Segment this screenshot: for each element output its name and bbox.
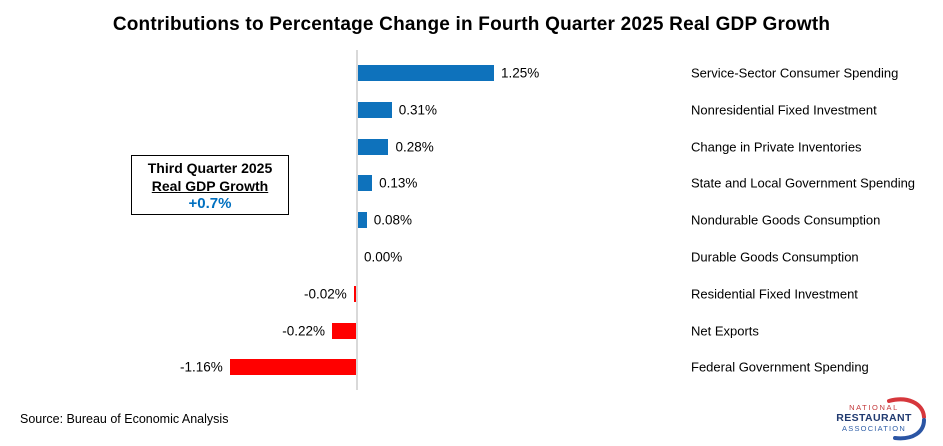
category-label: Nondurable Goods Consumption	[691, 212, 881, 228]
category-label: State and Local Government Spending	[691, 175, 916, 191]
logo-blue-swoosh-icon	[893, 418, 926, 441]
category-label: Service-Sector Consumer Spending	[691, 65, 899, 81]
logo-national-text: NATIONAL	[849, 403, 899, 412]
zero-axis-line	[356, 50, 358, 390]
value-label: 0.00%	[364, 249, 403, 265]
annotation-line1: Third Quarter 2025	[147, 160, 273, 176]
bar	[332, 322, 356, 339]
category-label: Federal Government Spending	[691, 359, 869, 375]
national-restaurant-association-logo: NATIONAL RESTAURANT ASSOCIATION	[836, 397, 926, 441]
annotation-value: +0.7%	[188, 195, 232, 212]
logo-restaurant-text: RESTAURANT	[836, 412, 912, 424]
annotation-box: Third Quarter 2025 Real GDP Growth +0.7%	[131, 155, 289, 215]
value-label: -0.02%	[304, 286, 347, 302]
bar	[358, 101, 392, 118]
category-label: Durable Goods Consumption	[691, 249, 859, 265]
value-label: 0.08%	[373, 212, 412, 228]
chart-title: Contributions to Percentage Change in Fo…	[112, 14, 831, 35]
category-label: Nonresidential Fixed Investment	[691, 102, 877, 118]
bar	[353, 285, 356, 302]
value-label: -1.16%	[180, 359, 223, 375]
annotation-line2: Real GDP Growth	[151, 178, 269, 194]
value-label: -0.22%	[282, 323, 326, 339]
category-label: Change in Private Inventories	[691, 139, 862, 155]
category-label: Net Exports	[691, 323, 759, 339]
value-label: 1.25%	[501, 65, 540, 81]
logo-red-swoosh-icon	[887, 397, 926, 419]
bar	[358, 65, 494, 81]
bar	[358, 175, 373, 192]
logo-association-text: ASSOCIATION	[842, 424, 906, 433]
value-label: 0.28%	[395, 139, 434, 155]
bar	[358, 138, 389, 155]
value-label: 0.13%	[379, 175, 418, 191]
bar	[358, 212, 367, 229]
source-note: Source: Bureau of Economic Analysis	[20, 412, 229, 426]
bar	[229, 359, 356, 376]
category-label: Residential Fixed Investment	[691, 286, 858, 302]
value-label: 0.31%	[398, 102, 437, 118]
